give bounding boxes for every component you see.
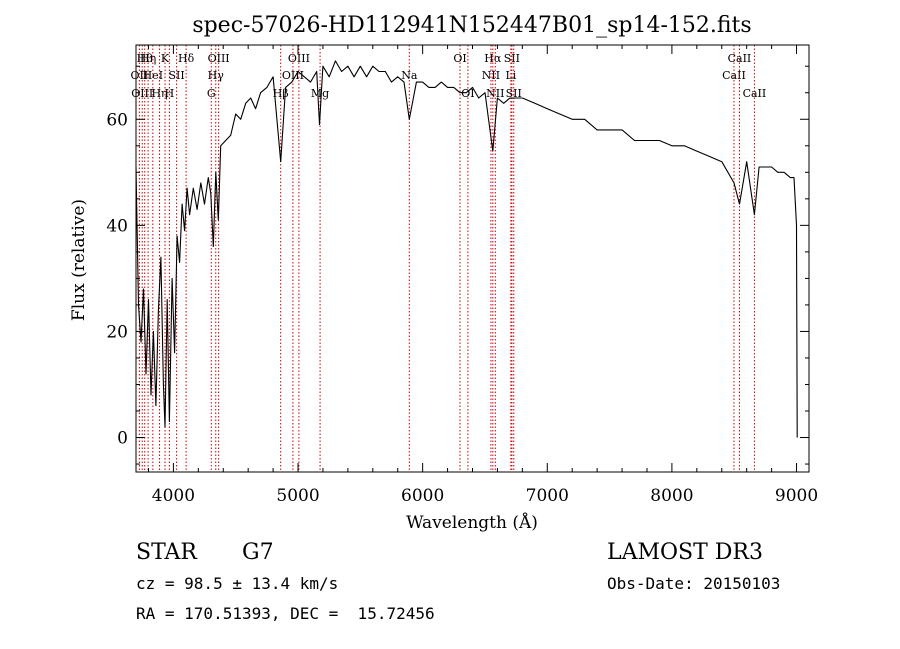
marker-label: Hη (151, 87, 167, 100)
line-markers: OIIOIIIHθHηHeIHηKHSIIHδGHγOIIIHβOIIIOIII… (131, 45, 767, 472)
observation-date: Obs-Date: 20150103 (607, 574, 781, 593)
marker-label: SII (169, 69, 185, 82)
marker-label: Li (505, 69, 516, 82)
x-tick-label: 9000 (775, 486, 818, 506)
marker-label: HeI (143, 69, 163, 82)
marker-label: OII (131, 69, 149, 82)
marker-label: CaII (743, 87, 767, 100)
marker-label: SII (506, 87, 522, 100)
object-class: STAR (136, 540, 197, 565)
y-axis-label: Flux (relative) (69, 199, 89, 321)
marker-label: Hη (140, 52, 156, 65)
x-tick-label: 4000 (152, 486, 195, 506)
marker-label: G (207, 87, 216, 100)
x-tick-label: 6000 (401, 486, 444, 506)
marker-label: SII (504, 52, 520, 65)
marker-label: Mg (311, 87, 329, 100)
sky-coordinates: RA = 170.51393, DEC = 15.72456 (136, 604, 435, 623)
y-axis: 0 20 40 60 (106, 65, 809, 465)
redshift-velocity: cz = 98.5 ± 13.4 km/s (136, 574, 339, 593)
x-tick-label: 7000 (526, 486, 569, 506)
survey-name: LAMOST DR3 (607, 540, 763, 565)
marker-label: NII (482, 69, 500, 82)
marker-label: OI (461, 87, 474, 100)
marker-label: H (165, 87, 175, 100)
marker-label: CaII (722, 69, 746, 82)
y-tick-label: 40 (106, 216, 128, 236)
x-axis: 4000 5000 6000 7000 8000 9000 (147, 45, 818, 506)
marker-label: OIII (288, 52, 310, 65)
marker-label: K (161, 52, 170, 65)
spectrum-series (135, 60, 798, 438)
chart-title: spec-57026-HD112941N152447B01_sp14-152.f… (192, 13, 751, 38)
marker-label: Na (401, 69, 418, 82)
plot-frame (135, 44, 810, 473)
spectrum-line (135, 60, 798, 438)
marker-label: OIII (131, 87, 153, 100)
x-axis-label: Wavelength (Å) (406, 512, 538, 533)
x-tick-label: 5000 (276, 486, 319, 506)
y-tick-label: 20 (106, 322, 128, 342)
marker-label: OIII (208, 52, 230, 65)
x-tick-label: 8000 (650, 486, 693, 506)
marker-label: Hα (484, 52, 502, 65)
object-subclass: G7 (242, 540, 274, 565)
marker-label: Hθ (137, 52, 154, 65)
y-tick-label: 60 (106, 110, 128, 130)
marker-label: OI (453, 52, 466, 65)
y-tick-label: 0 (117, 429, 128, 449)
marker-label: Hγ (208, 69, 225, 82)
marker-label: CaII (728, 52, 752, 65)
marker-label: NII (486, 87, 504, 100)
marker-label: Hδ (178, 52, 195, 65)
